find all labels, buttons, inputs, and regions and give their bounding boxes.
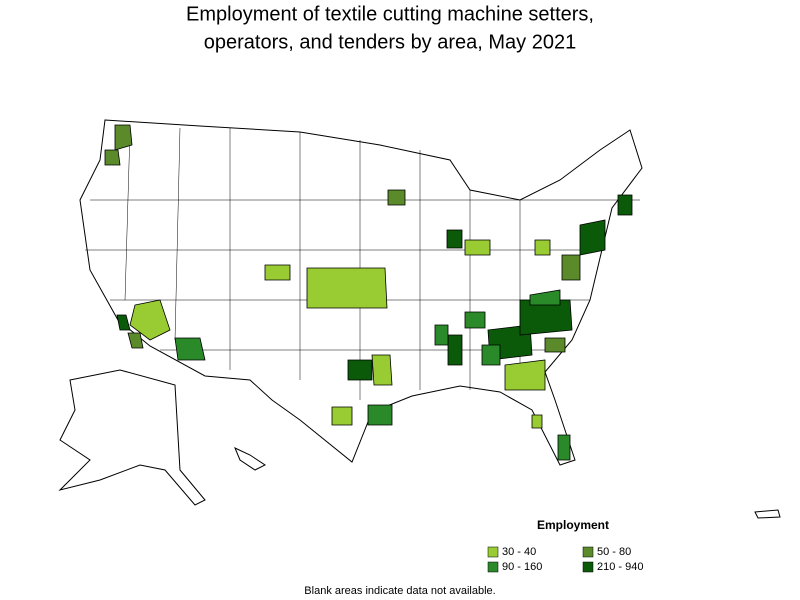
legend-label: 50 - 80 xyxy=(597,546,631,558)
area-arizona xyxy=(129,299,171,341)
area-houston xyxy=(367,404,393,426)
area-virginia xyxy=(529,289,561,306)
area-st-louis xyxy=(434,324,449,346)
area-sc xyxy=(544,337,566,353)
area-socal xyxy=(127,332,144,349)
area-memphis xyxy=(447,334,463,366)
area-boston xyxy=(617,194,633,216)
area-la xyxy=(116,314,131,331)
legend-swatch xyxy=(487,546,499,558)
area-colorado xyxy=(264,264,291,281)
puerto-rico xyxy=(754,509,781,519)
area-austin xyxy=(331,406,353,426)
legend: 30 - 40 50 - 80 90 - 160 210 - 940 xyxy=(487,546,643,573)
area-portland xyxy=(104,149,121,166)
footnote: Blank areas indicate data not available. xyxy=(304,585,495,597)
area-phoenix xyxy=(174,337,206,361)
alaska xyxy=(58,369,206,506)
area-kansas xyxy=(306,267,388,309)
area-miami xyxy=(557,434,571,461)
area-nyc xyxy=(579,219,606,256)
map xyxy=(58,119,781,519)
area-texas-east xyxy=(371,354,393,386)
legend-title: Employment xyxy=(537,518,609,532)
area-georgia xyxy=(504,359,546,391)
legend-label: 30 - 40 xyxy=(502,546,536,558)
title-line: operators, and tenders by area, May 2021 xyxy=(204,31,576,53)
hawaii xyxy=(234,447,266,471)
title-line: Employment of textile cutting machine se… xyxy=(186,3,594,25)
legend-label: 90 - 160 xyxy=(502,561,542,573)
legend-swatch xyxy=(582,546,594,558)
area-dallas xyxy=(347,359,373,381)
legend-label: 210 - 940 xyxy=(597,561,643,573)
area-washington xyxy=(114,124,133,151)
area-chicago xyxy=(446,229,463,249)
area-indiana xyxy=(464,239,491,256)
legend-swatch xyxy=(487,561,499,573)
area-minnesota xyxy=(387,189,406,206)
area-pennsylvania xyxy=(561,254,581,281)
area-alabama xyxy=(481,344,501,366)
area-ohio xyxy=(534,239,551,256)
area-florida-west xyxy=(531,414,543,429)
area-kentucky xyxy=(464,311,486,329)
legend-swatch xyxy=(582,561,594,573)
